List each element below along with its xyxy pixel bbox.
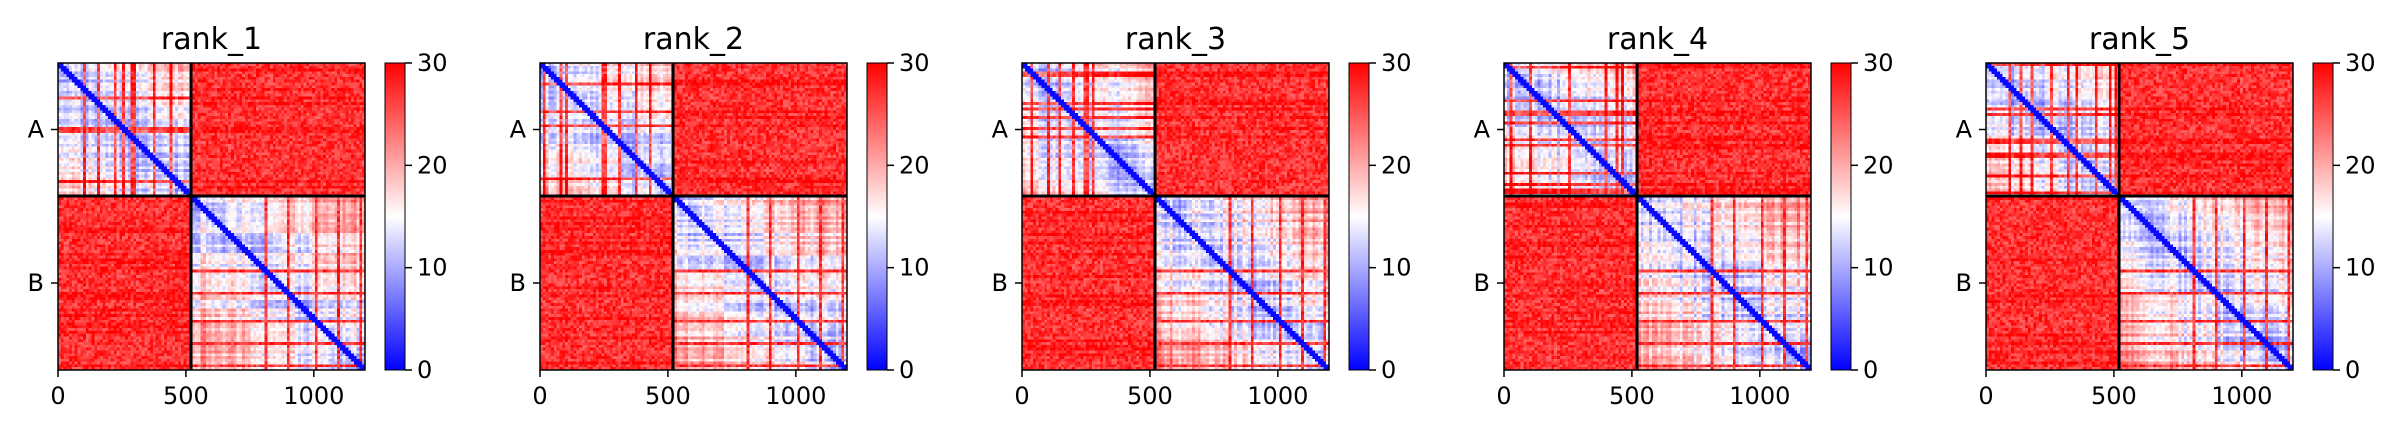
x-tick-label: 500 <box>645 382 691 410</box>
colorbar-tick-label: 20 <box>2345 151 2376 179</box>
colorbar-tick-label: 30 <box>417 49 448 77</box>
colorbar-tick-label: 0 <box>1381 356 1396 384</box>
colorbar-tick-label: 0 <box>2345 356 2360 384</box>
heatmap-panel-2: rank_2 A B 0 500 1000 0 10 20 30 <box>510 22 930 410</box>
x-tick-label: 500 <box>1609 382 1655 410</box>
x-tick-label: 0 <box>1978 382 1993 410</box>
y-tick-label-a: A <box>992 116 1009 144</box>
colorbar <box>866 62 888 371</box>
heatmap-matrix <box>58 63 365 370</box>
heatmap-frame <box>1985 62 2294 371</box>
y-tick-label-b: B <box>1474 269 1490 297</box>
panel-title: rank_5 <box>2089 22 2190 57</box>
heatmap-panel-1: rank_1 A B 0 500 1000 0 10 20 30 <box>28 22 448 410</box>
colorbar <box>2312 62 2334 371</box>
y-tick-label-b: B <box>28 269 44 297</box>
x-tick-label: 1000 <box>765 382 826 410</box>
panel-title: rank_1 <box>161 22 262 57</box>
y-tick-label-a: A <box>28 116 45 144</box>
x-tick-label: 0 <box>50 382 65 410</box>
colorbar-tick-label: 0 <box>1863 356 1878 384</box>
colorbar-tick-label: 20 <box>899 151 930 179</box>
colorbar-tick-label: 30 <box>899 49 930 77</box>
colorbar-tick-label: 0 <box>417 356 432 384</box>
colorbar-tick-label: 30 <box>2345 49 2376 77</box>
colorbar-tick-label: 30 <box>1863 49 1894 77</box>
y-tick-label-a: A <box>1956 116 1973 144</box>
colorbar-tick-label: 10 <box>2345 254 2376 282</box>
panel-title: rank_4 <box>1607 22 1708 57</box>
colorbar-tick-label: 10 <box>1863 254 1894 282</box>
heatmap-panel-3: rank_3 A B 0 500 1000 0 10 20 30 <box>992 22 1412 410</box>
x-tick-label: 0 <box>1496 382 1511 410</box>
colorbar <box>384 62 406 371</box>
y-tick-label-a: A <box>510 116 527 144</box>
heatmap-matrix <box>540 63 847 370</box>
heatmap-matrix <box>1504 63 1811 370</box>
colorbar-tick-label: 10 <box>899 254 930 282</box>
x-tick-label: 0 <box>1014 382 1029 410</box>
x-tick-label: 1000 <box>2211 382 2272 410</box>
heatmap-frame <box>57 62 366 371</box>
heatmap-frame <box>539 62 848 371</box>
panel-title: rank_3 <box>1125 22 1226 57</box>
panel-title: rank_2 <box>643 22 744 57</box>
x-tick-label: 500 <box>1127 382 1173 410</box>
colorbar <box>1348 62 1370 371</box>
x-tick-label: 1000 <box>283 382 344 410</box>
y-tick-label-b: B <box>992 269 1008 297</box>
colorbar-tick-label: 20 <box>1863 151 1894 179</box>
x-tick-label: 0 <box>532 382 547 410</box>
x-tick-label: 500 <box>163 382 209 410</box>
colorbar <box>1830 62 1852 371</box>
colorbar-tick-label: 10 <box>417 254 448 282</box>
heatmap-matrix <box>1022 63 1329 370</box>
colorbar-tick-label: 0 <box>899 356 914 384</box>
heatmap-matrix <box>1986 63 2293 370</box>
y-tick-label-b: B <box>510 269 526 297</box>
y-tick-label-a: A <box>1474 116 1491 144</box>
x-tick-label: 1000 <box>1247 382 1308 410</box>
heatmap-frame <box>1503 62 1812 371</box>
heatmap-frame <box>1021 62 1330 371</box>
heatmap-panel-5: rank_5 A B 0 500 1000 0 10 20 30 <box>1956 22 2376 410</box>
x-tick-label: 500 <box>2091 382 2137 410</box>
x-tick-label: 1000 <box>1729 382 1790 410</box>
heatmap-panel-4: rank_4 A B 0 500 1000 0 10 20 30 <box>1474 22 1894 410</box>
y-tick-label-b: B <box>1956 269 1972 297</box>
colorbar-tick-label: 30 <box>1381 49 1412 77</box>
colorbar-tick-label: 10 <box>1381 254 1412 282</box>
colorbar-tick-label: 20 <box>1381 151 1412 179</box>
colorbar-tick-label: 20 <box>417 151 448 179</box>
